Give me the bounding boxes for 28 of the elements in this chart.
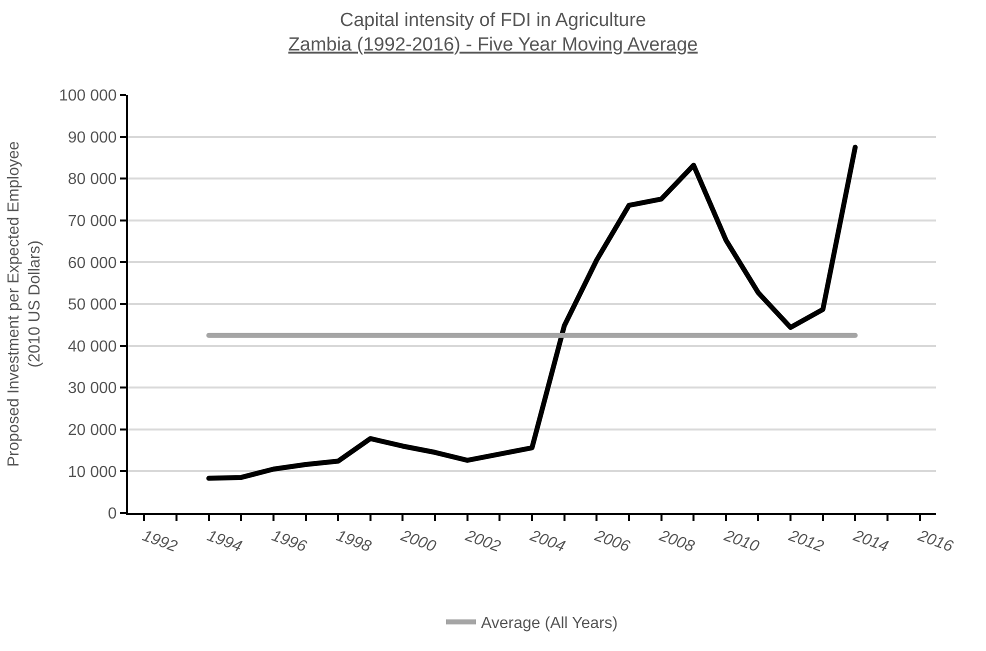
legend-label: Average (All Years)	[481, 615, 618, 632]
x-tick-label: 2004	[526, 527, 568, 556]
x-tick-label: 2008	[656, 527, 697, 556]
x-tick-label: 2010	[720, 527, 762, 556]
y-tick-label: 50 000	[68, 296, 117, 314]
y-tick-label: 70 000	[68, 213, 117, 230]
x-tick-label: 1994	[204, 528, 244, 556]
chart-title: Capital intensity of FDI in Agriculture	[340, 10, 646, 32]
x-tick-label: 2012	[786, 527, 826, 556]
x-tick-label: 2014	[850, 527, 890, 556]
y-tick-label: 80 000	[68, 171, 117, 188]
y-tick-label: 100 000	[58, 88, 117, 105]
y-tick-label: 0	[108, 506, 117, 523]
y-tick-label: 10 000	[68, 464, 117, 481]
x-tick-label: 2016	[914, 527, 956, 556]
x-tick-label: 2000	[398, 527, 438, 556]
x-tick-label: 2006	[592, 527, 632, 556]
y-axis-title: Proposed Investment per Expected Employee (2010 US Dollars)	[6, 141, 44, 467]
y-tick-label: 40 000	[68, 338, 117, 356]
y-tick-label: 60 000	[68, 254, 117, 272]
y-tick-label: 20 000	[68, 422, 117, 439]
x-tick-label: 1998	[334, 528, 374, 556]
x-tick-label: 2002	[462, 527, 503, 556]
x-tick-label: 1992	[140, 528, 180, 556]
y-tick-label: 30 000	[68, 380, 117, 398]
chart-subtitle: Zambia (1992-2016) - Five Year Moving Average	[288, 34, 698, 56]
y-tick-label: 90 000	[68, 129, 117, 146]
x-tick-label: 1996	[269, 528, 309, 556]
